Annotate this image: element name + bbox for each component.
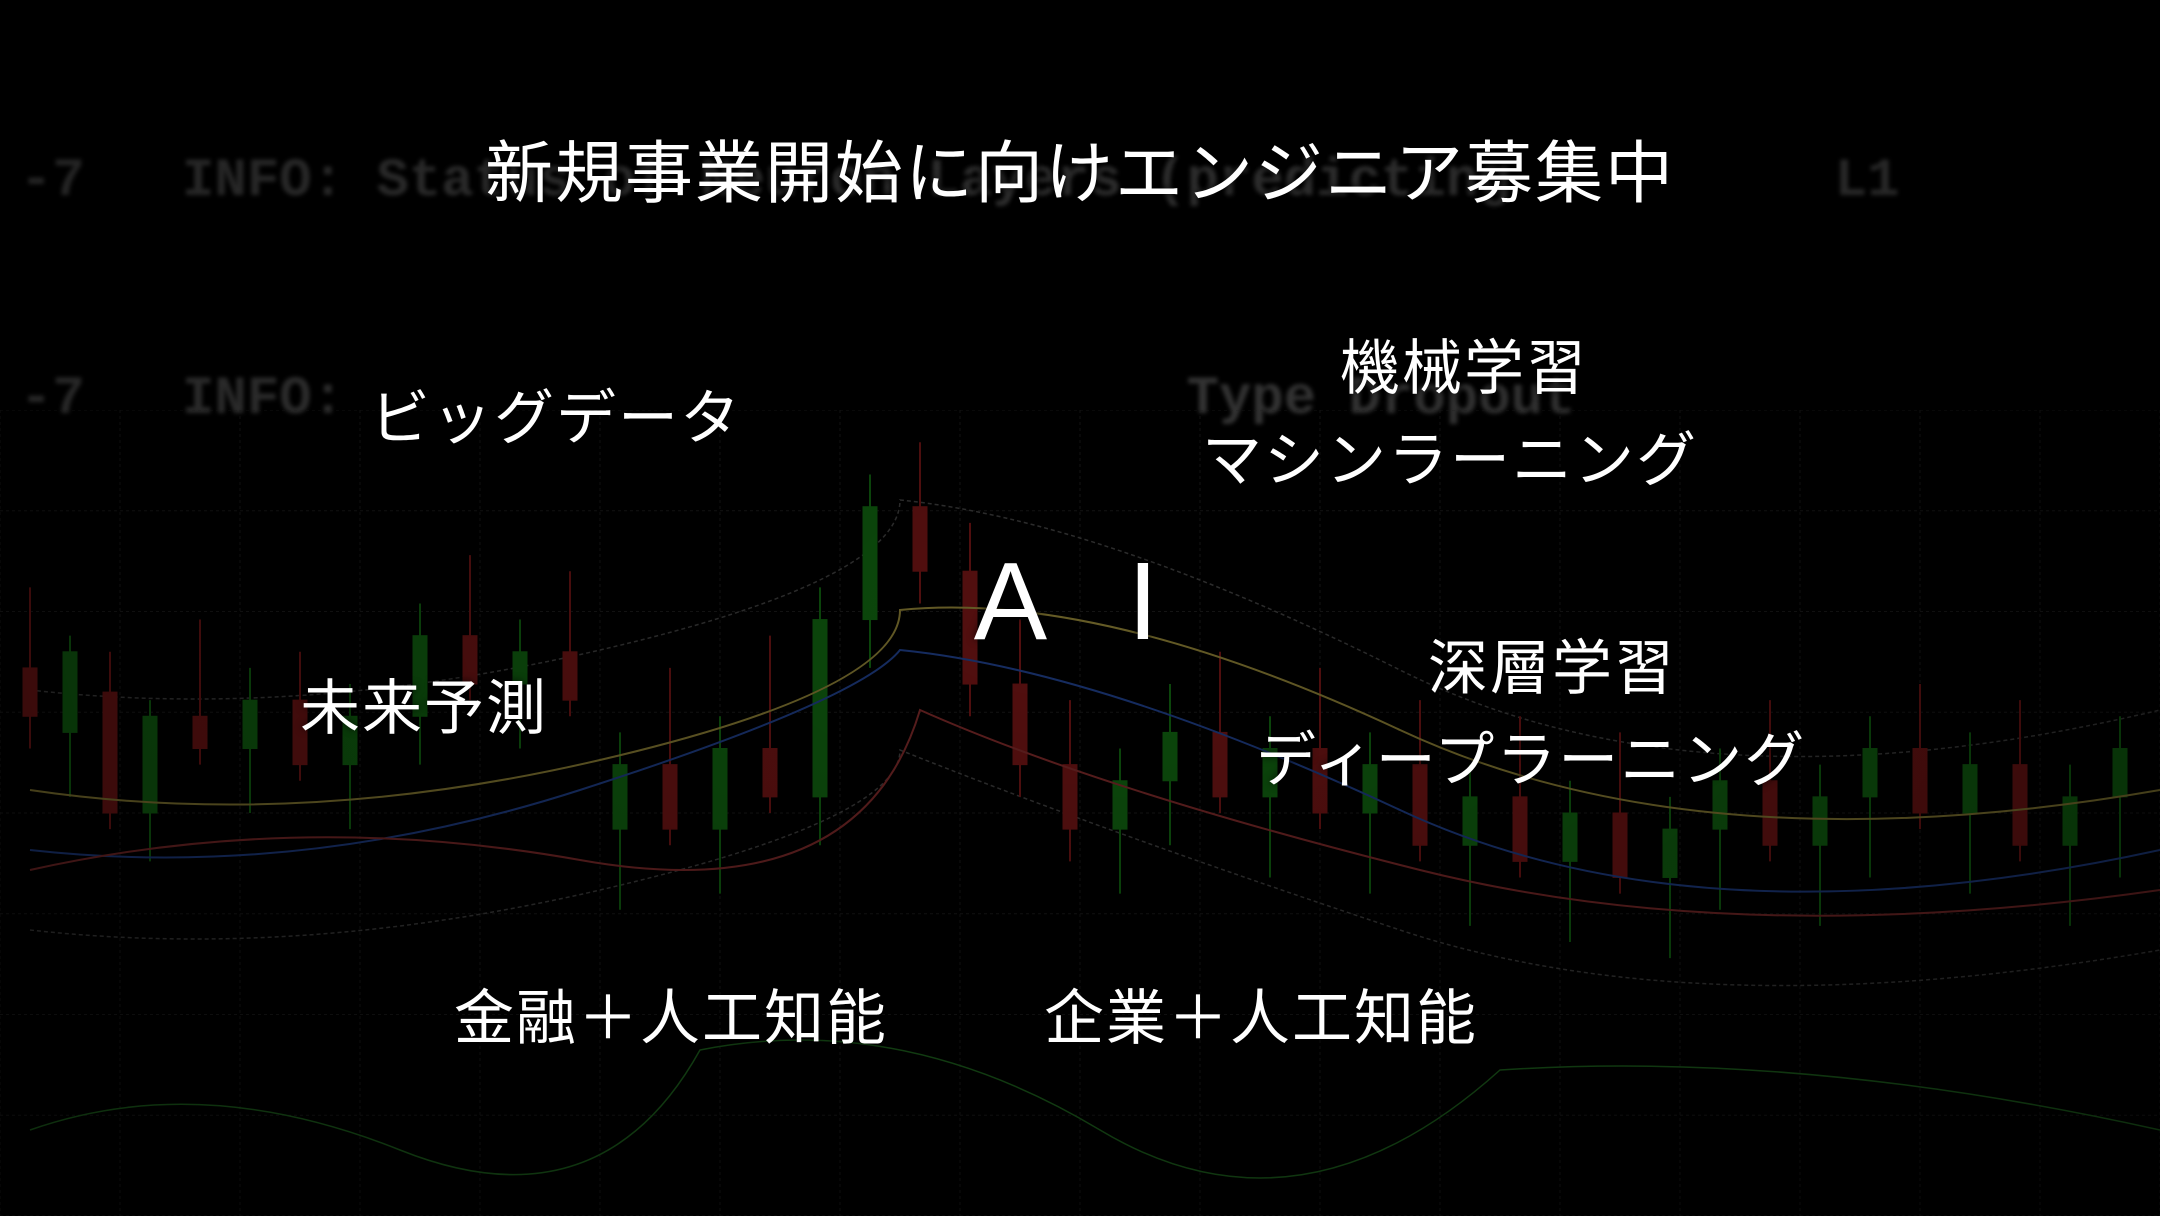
headline-text: 新規事業開始に向けエンジニア募集中 bbox=[485, 118, 1675, 217]
candlestick-chart bbox=[0, 410, 2160, 1216]
keyword-corporate-ai: 企業＋人工知能 bbox=[1044, 970, 1478, 1057]
center-ai-label: A I bbox=[974, 538, 1186, 665]
keyword-deep-learning-kana: ディープラーニング bbox=[1256, 712, 1806, 799]
keyword-machine-learning-jp: 機械学習 bbox=[1340, 320, 1588, 407]
keyword-future-prediction: 未来予測 bbox=[300, 660, 548, 747]
keyword-machine-learning-kana: マシンラーニング bbox=[1202, 412, 1698, 499]
keyword-finance-ai: 金融＋人工知能 bbox=[454, 970, 888, 1057]
keyword-deep-learning-jp: 深層学習 bbox=[1428, 620, 1676, 707]
keyword-bigdata: ビッグデータ bbox=[370, 370, 742, 457]
